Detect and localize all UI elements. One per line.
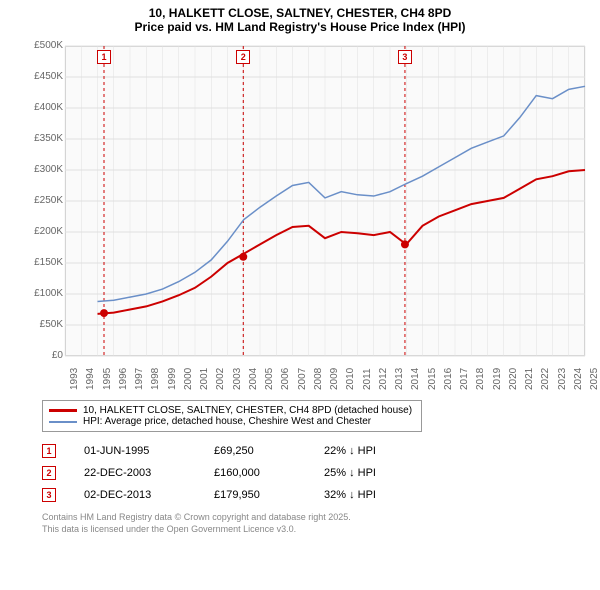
legend-swatch-hpi [49, 421, 77, 423]
x-tick-label: 1995 [102, 368, 113, 390]
x-tick-label: 2007 [297, 368, 308, 390]
x-tick-label: 1999 [167, 368, 178, 390]
chart-marker-3: 3 [398, 50, 412, 64]
y-tick-label: £350K [25, 133, 63, 144]
title-subtitle: Price paid vs. HM Land Registry's House … [0, 20, 600, 34]
x-tick-label: 2002 [215, 368, 226, 390]
x-tick-label: 2009 [329, 368, 340, 390]
y-tick-label: £50K [25, 319, 63, 330]
x-tick-label: 2015 [427, 368, 438, 390]
title-block: 10, HALKETT CLOSE, SALTNEY, CHESTER, CH4… [0, 0, 600, 36]
x-tick-label: 2005 [264, 368, 275, 390]
footer-line1: Contains HM Land Registry data © Crown c… [42, 512, 600, 524]
footer-line2: This data is licensed under the Open Gov… [42, 524, 600, 536]
y-tick-label: £300K [25, 164, 63, 175]
sales-date-2: 22-DEC-2003 [84, 467, 214, 479]
legend-label-hpi: HPI: Average price, detached house, Ches… [83, 416, 371, 427]
chart-marker-1: 1 [97, 50, 111, 64]
x-tick-label: 1998 [150, 368, 161, 390]
sales-row-3: 3 02-DEC-2013 £179,950 32% ↓ HPI [42, 484, 600, 506]
x-tick-label: 2019 [492, 368, 503, 390]
x-tick-label: 1997 [134, 368, 145, 390]
sales-table: 1 01-JUN-1995 £69,250 22% ↓ HPI 2 22-DEC… [42, 440, 600, 506]
x-tick-label: 1996 [118, 368, 129, 390]
x-tick-label: 2006 [280, 368, 291, 390]
x-tick-label: 2008 [313, 368, 324, 390]
x-tick-label: 2023 [557, 368, 568, 390]
y-tick-label: £250K [25, 195, 63, 206]
y-tick-label: £150K [25, 257, 63, 268]
x-tick-label: 2021 [524, 368, 535, 390]
x-tick-label: 2016 [443, 368, 454, 390]
x-tick-label: 2010 [345, 368, 356, 390]
sales-row-2: 2 22-DEC-2003 £160,000 25% ↓ HPI [42, 462, 600, 484]
x-tick-label: 2017 [459, 368, 470, 390]
sales-marker-2: 2 [42, 466, 56, 480]
x-tick-label: 2003 [232, 368, 243, 390]
sales-date-3: 02-DEC-2013 [84, 489, 214, 501]
x-tick-label: 2011 [362, 368, 373, 390]
x-tick-label: 2004 [248, 368, 259, 390]
sales-price-1: £69,250 [214, 445, 324, 457]
x-tick-label: 2024 [573, 368, 584, 390]
sales-pct-2: 25% ↓ HPI [324, 467, 414, 479]
sales-marker-3: 3 [42, 488, 56, 502]
footer: Contains HM Land Registry data © Crown c… [42, 512, 600, 535]
legend-swatch-property [49, 409, 77, 412]
x-tick-label: 1993 [69, 368, 80, 390]
legend-row-property: 10, HALKETT CLOSE, SALTNEY, CHESTER, CH4… [49, 405, 415, 416]
sales-date-1: 01-JUN-1995 [84, 445, 214, 457]
chart-marker-2: 2 [236, 50, 250, 64]
x-tick-label: 2020 [508, 368, 519, 390]
legend: 10, HALKETT CLOSE, SALTNEY, CHESTER, CH4… [42, 400, 422, 432]
chart-svg [25, 36, 595, 396]
sales-row-1: 1 01-JUN-1995 £69,250 22% ↓ HPI [42, 440, 600, 462]
sales-marker-1: 1 [42, 444, 56, 458]
y-tick-label: £500K [25, 40, 63, 51]
x-tick-label: 2018 [475, 368, 486, 390]
chart-container: 10, HALKETT CLOSE, SALTNEY, CHESTER, CH4… [0, 0, 600, 590]
sales-pct-1: 22% ↓ HPI [324, 445, 414, 457]
x-tick-label: 2000 [183, 368, 194, 390]
sales-pct-3: 32% ↓ HPI [324, 489, 414, 501]
y-tick-label: £100K [25, 288, 63, 299]
x-tick-label: 2014 [410, 368, 421, 390]
x-tick-label: 2001 [199, 368, 210, 390]
title-address: 10, HALKETT CLOSE, SALTNEY, CHESTER, CH4… [0, 6, 600, 20]
x-tick-label: 2025 [589, 368, 600, 390]
chart-area: £0 £50K £100K £150K £200K £250K £300K £350K £400… [25, 36, 595, 396]
x-tick-label: 1994 [85, 368, 96, 390]
y-tick-label: £0 [25, 350, 63, 361]
x-tick-label: 2022 [540, 368, 551, 390]
legend-label-property: 10, HALKETT CLOSE, SALTNEY, CHESTER, CH4… [83, 405, 412, 416]
x-tick-label: 2013 [394, 368, 405, 390]
y-tick-label: £450K [25, 71, 63, 82]
y-tick-label: £400K [25, 102, 63, 113]
x-tick-label: 2012 [378, 368, 389, 390]
y-tick-label: £200K [25, 226, 63, 237]
sales-price-2: £160,000 [214, 467, 324, 479]
legend-row-hpi: HPI: Average price, detached house, Ches… [49, 416, 415, 427]
sales-price-3: £179,950 [214, 489, 324, 501]
